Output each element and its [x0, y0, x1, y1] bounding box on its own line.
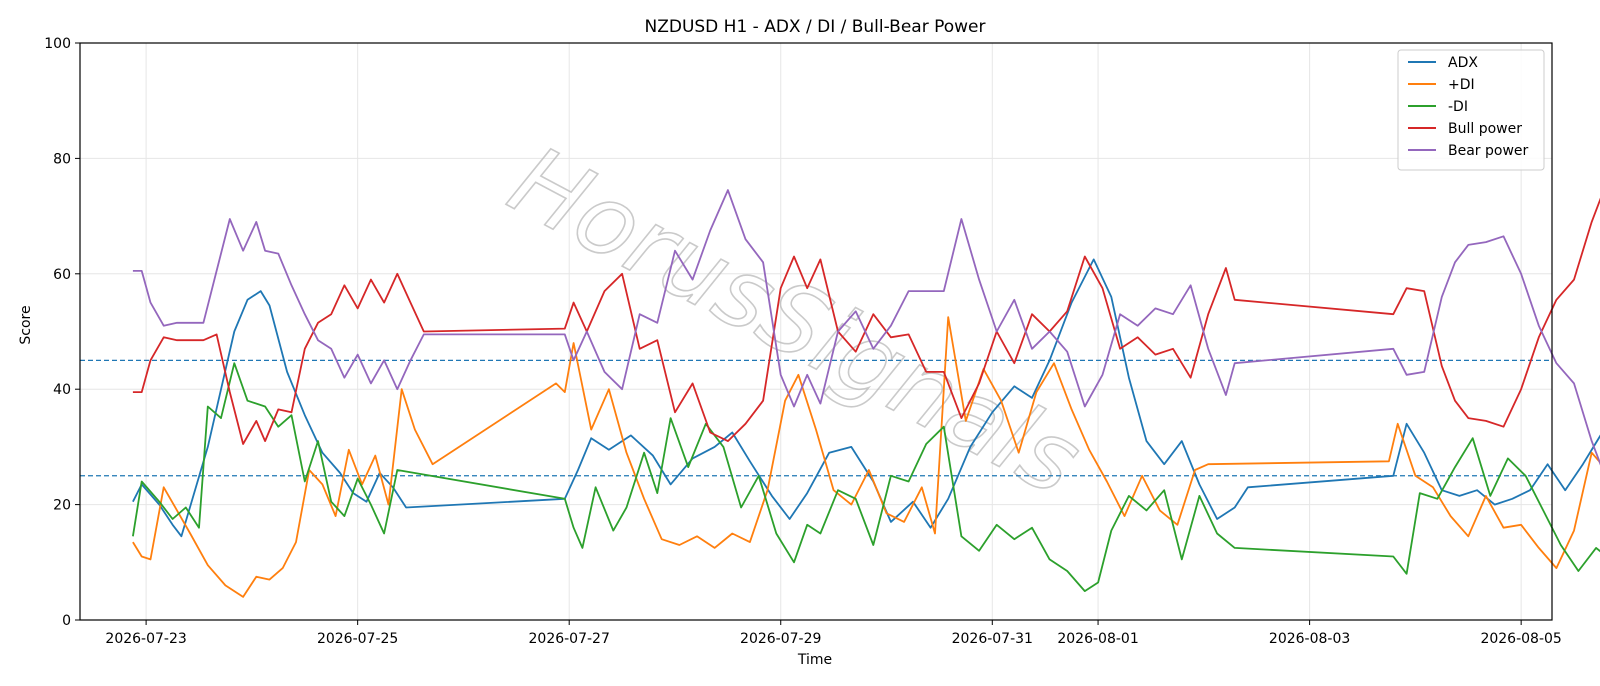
- y-axis-label: Score: [18, 305, 34, 344]
- y-tick-label: 0: [62, 613, 71, 629]
- y-tick-label: 80: [53, 151, 71, 167]
- series-line-adx: [132, 258, 1600, 538]
- legend-box: [1397, 49, 1545, 171]
- legend: ADX +DI -DI Bull power Bear power: [1397, 49, 1545, 171]
- grid: [80, 42, 1552, 621]
- series-line-di: [132, 316, 1600, 598]
- x-tick-label: 2026-08-01: [1057, 631, 1138, 647]
- x-tick-label: 2026-07-27: [529, 631, 610, 647]
- y-tick-label: 100: [44, 36, 71, 52]
- series-line-di: [132, 362, 1600, 592]
- legend-label: Bear power: [1448, 143, 1529, 159]
- y-axis-ticks: 0 20 40 60 80 100: [44, 36, 80, 629]
- series-line-bull-power: [132, 197, 1600, 445]
- y-tick-label: 60: [53, 267, 71, 283]
- x-tick-label: 2026-07-23: [105, 631, 186, 647]
- legend-label: +DI: [1448, 77, 1475, 93]
- x-tick-label: 2026-08-03: [1269, 631, 1350, 647]
- chart-title: NZDUSD H1 - ADX / DI / Bull-Bear Power: [644, 17, 985, 37]
- x-tick-label: 2026-07-31: [952, 631, 1033, 647]
- x-axis-label: Time: [797, 652, 832, 668]
- x-tick-label: 2026-07-29: [740, 631, 821, 647]
- series-lines: [132, 189, 1600, 598]
- legend-label: ADX: [1448, 55, 1478, 71]
- y-tick-label: 20: [53, 498, 71, 514]
- legend-label: Bull power: [1448, 121, 1522, 137]
- x-tick-label: 2026-08-05: [1480, 631, 1561, 647]
- series-line-bear-power: [132, 189, 1600, 466]
- x-tick-label: 2026-07-25: [317, 631, 398, 647]
- x-axis-ticks: 2026-07-23 2026-07-25 2026-07-27 2026-07-29…: [105, 620, 1562, 647]
- y-tick-label: 40: [53, 382, 71, 398]
- plot-frame: [79, 42, 1553, 621]
- legend-label: -DI: [1448, 99, 1468, 115]
